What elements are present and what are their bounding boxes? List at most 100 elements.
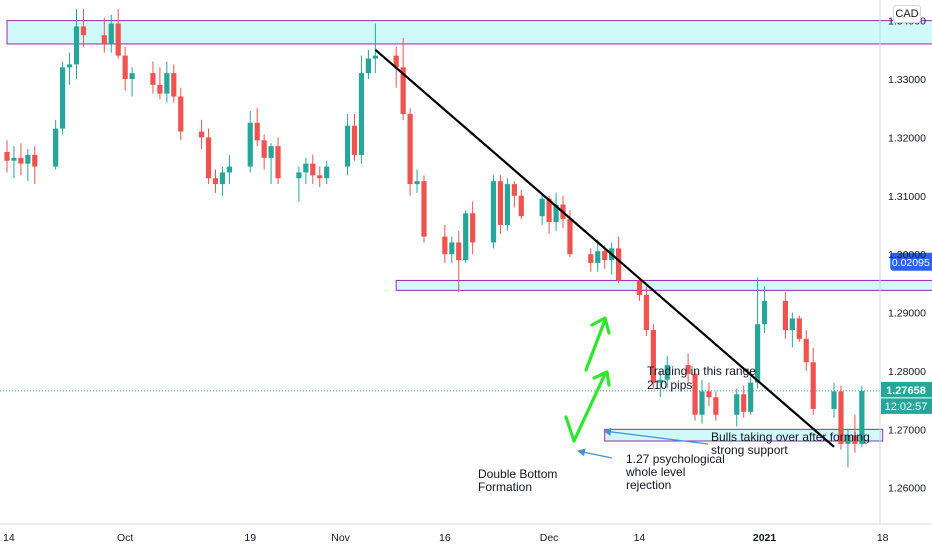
candle-2021-01-13[interactable] [845, 429, 851, 468]
candle-2020-09-23[interactable] [66, 52, 73, 85]
candle-2020-10-28[interactable] [310, 154, 316, 185]
candle-2020-11-27[interactable] [518, 189, 524, 220]
candle-2021-01-01[interactable] [761, 286, 768, 333]
candle-2020-11-17[interactable] [449, 236, 455, 263]
candle-2020-10-21[interactable] [261, 134, 267, 170]
candle-2020-12-07[interactable] [588, 248, 594, 272]
candle-2020-09-14[interactable] [4, 140, 10, 173]
candle-2020-10-30[interactable] [324, 160, 330, 185]
candle-2021-01-11[interactable] [831, 382, 837, 418]
resistance-zone-1.34[interactable] [6, 20, 932, 45]
candle-2020-09-28[interactable] [101, 17, 107, 53]
candle-2020-11-11[interactable] [407, 108, 413, 196]
candle-2020-10-08[interactable] [171, 64, 177, 103]
candle-2020-11-13[interactable] [421, 175, 427, 243]
price-axis[interactable]: 1.340001.330001.320001.310001.300001.290… [879, 0, 932, 524]
candle-2021-01-05[interactable] [789, 312, 795, 348]
candle-2020-12-21[interactable] [685, 353, 691, 383]
candle-2020-12-24[interactable] [706, 382, 712, 406]
candle-2020-10-29[interactable] [317, 166, 323, 188]
candle-2020-11-18[interactable] [456, 230, 462, 293]
candle-2020-09-15[interactable] [11, 146, 17, 179]
candle-2020-11-24[interactable] [497, 175, 504, 234]
candle-2020-10-12[interactable] [199, 119, 205, 150]
candle-2021-01-15[interactable] [859, 385, 865, 447]
candle-2020-12-16[interactable] [650, 324, 656, 389]
candle-2020-10-14[interactable] [212, 169, 219, 193]
candle-2020-10-05[interactable] [150, 61, 156, 94]
candle-2020-12-22[interactable] [692, 370, 698, 421]
candle-2020-09-16[interactable] [18, 143, 24, 176]
candle-body [782, 300, 788, 331]
candles-layer[interactable] [4, 8, 865, 468]
candle-2020-11-10[interactable] [400, 38, 406, 120]
candle-2020-10-26[interactable] [296, 166, 302, 202]
time-axis[interactable]: 14Oct19Nov16Dec14202118Feb15Mar [0, 523, 932, 544]
candle-2020-10-19[interactable] [247, 111, 253, 173]
candle-2020-10-02[interactable] [129, 67, 135, 97]
candle-2020-11-12[interactable] [414, 169, 420, 193]
candle-2020-12-08[interactable] [595, 239, 601, 272]
candle-2020-12-01[interactable] [546, 195, 552, 234]
candle-2020-12-02[interactable] [553, 192, 559, 231]
candle-2020-12-28[interactable] [734, 388, 740, 427]
candle-2020-10-27[interactable] [303, 157, 309, 185]
candle-2020-12-23[interactable] [699, 379, 705, 424]
candle-2021-01-07[interactable] [803, 330, 809, 371]
candle-2021-01-04[interactable] [782, 292, 788, 339]
candle-2020-10-23[interactable] [275, 137, 281, 185]
candle-2020-12-15[interactable] [643, 286, 649, 336]
candle-2020-09-17[interactable] [25, 149, 31, 182]
candle-2020-10-07[interactable] [164, 61, 170, 103]
candle-2021-01-06[interactable] [796, 315, 802, 342]
candle-2020-10-20[interactable] [254, 108, 260, 147]
resistance-zone-1.295[interactable] [395, 279, 932, 291]
candle-2020-11-19[interactable] [463, 210, 469, 263]
price-range-measure[interactable]: 0.02095 (1.65%) 209.5 [890, 252, 932, 391]
candle-2020-12-17[interactable] [657, 370, 663, 398]
candle-2020-11-05[interactable] [365, 49, 371, 79]
currency-badge[interactable]: CAD [893, 5, 921, 23]
candle-2020-11-04[interactable] [358, 55, 365, 164]
candle-2020-10-16[interactable] [226, 154, 232, 185]
candle-2020-12-14[interactable] [636, 277, 643, 301]
price-tick-label: 1.31000 [888, 191, 926, 203]
candle-2020-11-23[interactable] [490, 175, 497, 249]
candle-2020-12-18[interactable] [664, 356, 670, 389]
candle-2020-10-15[interactable] [219, 166, 226, 196]
candle-2020-09-22[interactable] [60, 61, 66, 135]
candle-2020-09-24[interactable] [73, 8, 80, 79]
candle-2020-09-21[interactable] [53, 119, 59, 170]
candle-2020-11-02[interactable] [344, 114, 351, 176]
candle-2020-12-31[interactable] [755, 277, 761, 389]
candle-2020-11-26[interactable] [511, 181, 517, 208]
candle-2020-12-30[interactable] [748, 376, 754, 415]
candle-2020-10-06[interactable] [157, 67, 163, 100]
candle-2020-09-30[interactable] [115, 8, 121, 59]
candle-2020-12-29[interactable] [741, 385, 747, 418]
candle-body [32, 154, 38, 167]
candle-2020-09-29[interactable] [108, 14, 114, 53]
candle-2021-01-08[interactable] [810, 347, 816, 415]
candle-2020-10-22[interactable] [268, 143, 274, 185]
downtrend-line[interactable] [374, 48, 835, 448]
candle-2020-11-25[interactable] [504, 178, 510, 231]
candle-2020-11-16[interactable] [442, 224, 448, 263]
candle-2020-11-30[interactable] [539, 192, 545, 225]
candle-2020-09-25[interactable] [80, 8, 87, 47]
candle-2021-01-12[interactable] [838, 385, 844, 450]
candle-body [101, 35, 107, 44]
candle-2021-01-14[interactable] [852, 414, 858, 453]
candle-2020-10-13[interactable] [205, 128, 212, 185]
candle-2020-11-03[interactable] [351, 114, 358, 161]
candle-2020-09-18[interactable] [32, 146, 38, 185]
candle-2020-10-09[interactable] [178, 87, 184, 141]
candle-2020-12-10[interactable] [609, 242, 615, 275]
candle-body [18, 157, 24, 164]
candle-2020-12-25[interactable] [713, 391, 719, 421]
candle-2020-11-06[interactable] [372, 23, 378, 74]
candle-2020-10-01[interactable] [122, 46, 128, 91]
candle-2020-11-20[interactable] [470, 201, 476, 255]
